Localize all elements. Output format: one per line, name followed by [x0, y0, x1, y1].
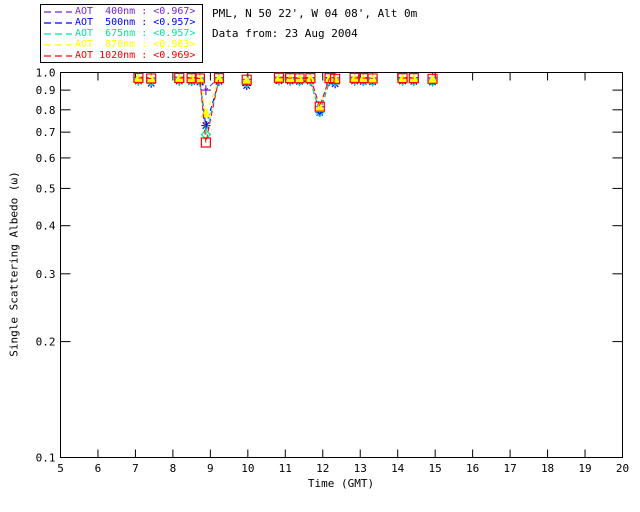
x-tick-label: 13: [354, 462, 367, 475]
x-tick-label: 8: [170, 462, 177, 475]
y-axis-title: Single Scattering Albedo (ω): [7, 171, 21, 357]
y-tick-label: 0.6: [36, 152, 56, 165]
x-tick-label: 5: [57, 462, 64, 475]
diamond-markers: [133, 74, 438, 140]
plot-frame: [60, 72, 623, 458]
y-tick-label: 0.5: [36, 182, 56, 195]
x-tick-label: 11: [279, 462, 292, 475]
y-ticks: 1.0 0.9 0.8 0.7 0.6 0.5 0.4 0.3 0.2 0.1: [36, 67, 623, 465]
y-tick-label: 0.3: [36, 268, 56, 281]
x-tick-label: 12: [316, 462, 329, 475]
x-tick-label: 16: [466, 462, 479, 475]
x-tick-label: 14: [391, 462, 405, 475]
y-tick-label: 0.1: [36, 452, 56, 465]
x-tick-label: 20: [616, 462, 629, 475]
y-tick-label: 0.8: [36, 104, 56, 117]
x-tick-label: 10: [241, 462, 254, 475]
series-line: [138, 80, 432, 135]
legend-item-aot-400nm: AOT 400nm : <0.967>: [44, 5, 202, 17]
x-tick-label: 15: [429, 462, 442, 475]
series-line: [138, 78, 432, 143]
x-tick-label: 9: [207, 462, 214, 475]
x-tick-label: 6: [95, 462, 102, 475]
y-tick-label: 0.4: [36, 220, 56, 233]
legend-label: AOT 675nm : <0.957>: [75, 27, 196, 39]
x-tick-label: 19: [578, 462, 591, 475]
legend-label: AOT 870nm : <0.963>: [75, 38, 196, 50]
x-tick-label: 18: [541, 462, 554, 475]
x-tick-label: 7: [132, 462, 139, 475]
legend-dash-sample: [44, 54, 72, 57]
y-tick-label: 0.2: [36, 336, 56, 349]
y-tick-label: 0.9: [36, 84, 56, 97]
legend-item-aot-1020nm: AOT 1020nm : <0.969>: [44, 49, 202, 61]
y-tick-label: 0.7: [36, 126, 56, 139]
x-tick-label: 17: [503, 462, 516, 475]
legend-dash-sample: [44, 43, 72, 46]
wavelength-legend: AOT 400nm : <0.967> AOT 500nm : <0.957> AO…: [40, 4, 203, 63]
data-date-text: Data from: 23 Aug 2004: [212, 27, 358, 40]
legend-label: AOT 400nm : <0.967>: [75, 5, 196, 17]
legend-dash-sample: [44, 21, 72, 24]
legend-label: AOT 1020nm : <0.969>: [75, 49, 196, 61]
legend-dash-sample: [44, 32, 72, 35]
x-axis-title: Time (GMT): [307, 477, 375, 490]
series-aot-675nm: [133, 74, 438, 140]
site-location-text: PML, N 50 22', W 04 08', Alt 0m: [212, 7, 418, 20]
series-line: [138, 81, 432, 126]
legend-item-aot-870nm: AOT 870nm : <0.963>: [44, 38, 202, 50]
series-aot-1020nm: [133, 72, 438, 148]
legend-label: AOT 500nm : <0.957>: [75, 16, 196, 28]
legend-item-aot-500nm: AOT 500nm : <0.957>: [44, 16, 202, 28]
legend-item-aot-675nm: AOT 675nm : <0.957>: [44, 27, 202, 39]
y-tick-label: 1.0: [36, 67, 56, 80]
square-markers: [133, 72, 438, 148]
x-ticks: 5 6 7 8 9 10 11 12 13 14 15 16 17 18 19 20: [57, 72, 629, 475]
legend-dash-sample: [44, 10, 72, 13]
